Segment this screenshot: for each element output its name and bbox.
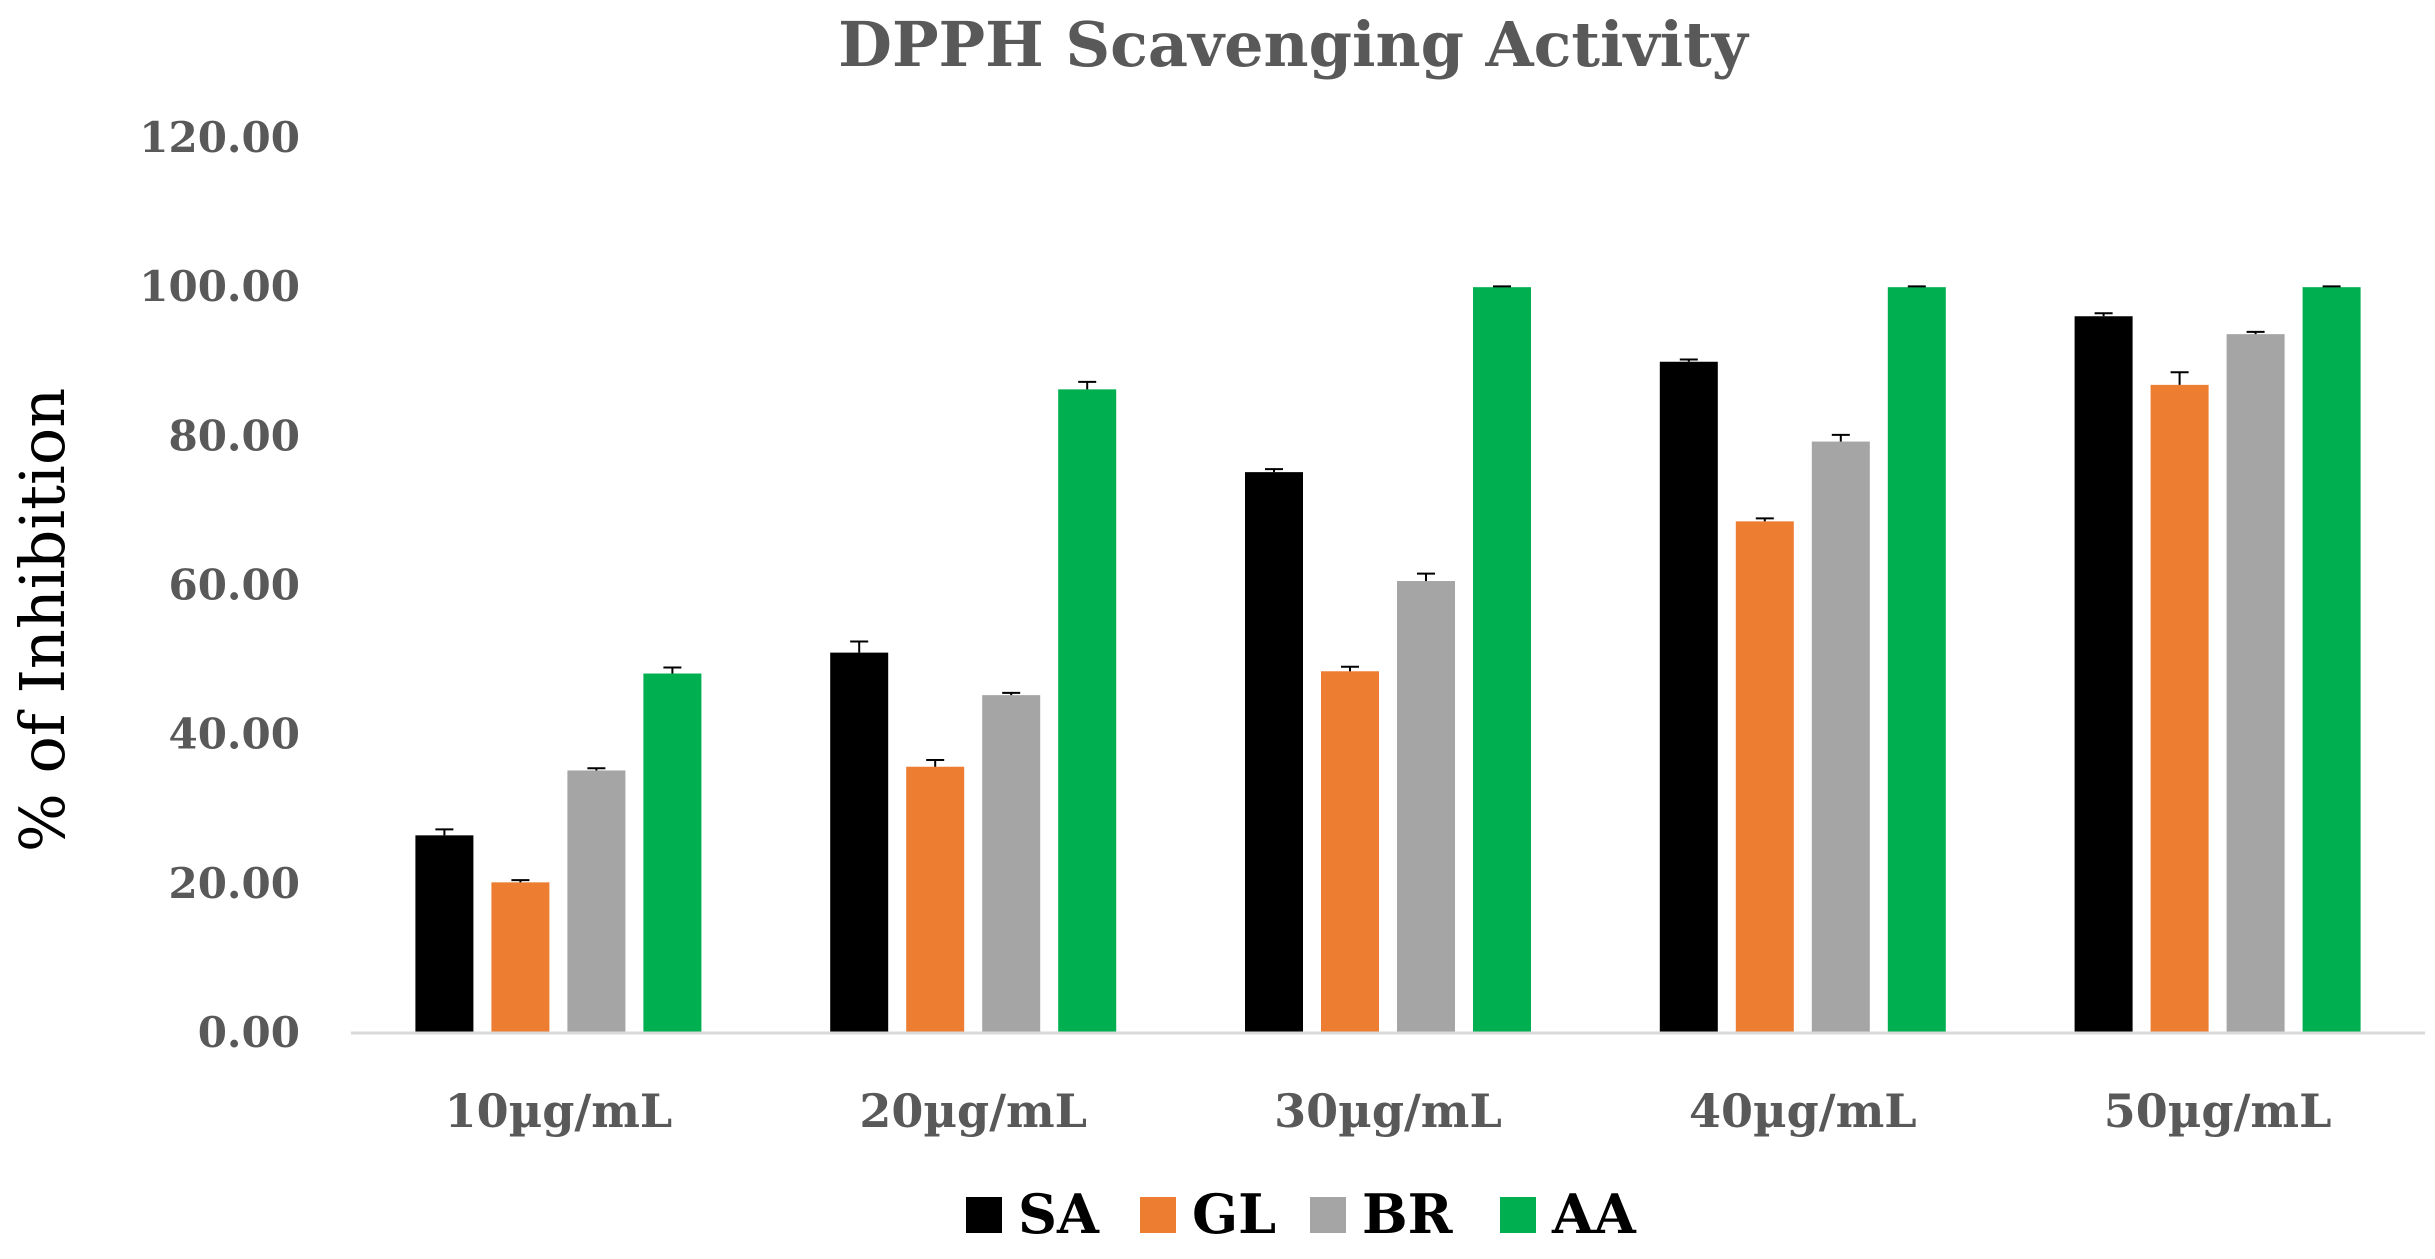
legend-item-aa: AA [1500, 1182, 1637, 1246]
error-bar-gl-3 [1341, 665, 1359, 672]
bar-aa-1 [643, 673, 702, 1033]
error-bar-br-5 [2246, 330, 2265, 335]
x-axis-ticks: 10µg/mL 20µg/mL 30µg/mL 40µg/mL 50µg/mL [445, 1084, 2332, 1138]
y-tick-label: 40.00 [168, 710, 300, 759]
legend-swatch [1500, 1197, 1536, 1233]
legend-swatch [1310, 1197, 1346, 1233]
error-bar-gl-1 [511, 879, 530, 883]
error-bar-aa-3 [1493, 285, 1511, 288]
bar-gl-4 [1735, 521, 1794, 1033]
bar-aa-4 [1887, 287, 1946, 1034]
error-bar-aa-4 [1907, 285, 1926, 288]
y-tick-label: 60.00 [168, 561, 300, 610]
bar-br-3 [1397, 581, 1455, 1033]
error-bar-gl-2 [926, 759, 945, 767]
error-bar-gl-5 [2170, 371, 2189, 385]
legend-label: GL [1192, 1182, 1276, 1246]
error-bar-sa-2 [850, 640, 869, 653]
bar-aa-2 [1058, 389, 1117, 1033]
legend-item-sa: SA [966, 1182, 1100, 1246]
y-tick-label: 80.00 [168, 411, 300, 460]
error-bar-sa-1 [435, 828, 454, 836]
error-bar-gl-4 [1755, 517, 1774, 522]
chart-title: DPPH Scavenging Activity [838, 8, 1750, 81]
error-bar-br-2 [1002, 691, 1021, 696]
legend-label: SA [1018, 1182, 1100, 1246]
bar-sa-4 [1659, 361, 1718, 1033]
bar-gl-2 [906, 766, 965, 1033]
error-bar-br-4 [1831, 433, 1850, 442]
error-bar-sa-4 [1679, 358, 1698, 362]
legend-swatch [1140, 1197, 1176, 1233]
bar-gl-1 [491, 882, 550, 1033]
legend: SA GL BR AA [966, 1182, 1637, 1246]
x-tick-label: 30µg/mL [1274, 1084, 1502, 1138]
y-tick-label: 100.00 [139, 262, 300, 311]
legend-swatch [966, 1197, 1002, 1233]
bar-br-4 [1811, 441, 1870, 1033]
y-axis-label: % of Inhibition [6, 388, 79, 852]
bar-gl-5 [2150, 384, 2209, 1033]
x-tick-label: 40µg/mL [1689, 1084, 1917, 1138]
y-tick-label: 0.00 [198, 1008, 300, 1057]
bars [415, 287, 2361, 1034]
legend-label: AA [1551, 1182, 1637, 1246]
x-tick-label: 50µg/mL [2104, 1084, 2332, 1138]
bar-br-2 [982, 695, 1041, 1033]
bar-br-5 [2226, 334, 2285, 1033]
error-bar-sa-5 [2094, 312, 2113, 317]
bar-sa-3 [1245, 472, 1303, 1034]
bar-aa-3 [1473, 287, 1531, 1034]
y-tick-label: 120.00 [139, 113, 300, 162]
error-bar-aa-2 [1078, 380, 1097, 390]
y-tick-label: 20.00 [168, 859, 300, 908]
error-bar-br-3 [1417, 572, 1435, 582]
legend-item-br: BR [1310, 1182, 1454, 1246]
error-bar-br-1 [587, 767, 606, 771]
bar-br-1 [567, 770, 626, 1033]
y-axis-ticks: 0.00 20.00 40.00 60.00 80.00 100.00 120.00 [139, 113, 300, 1057]
error-bars [435, 285, 2341, 883]
bar-sa-1 [415, 835, 474, 1033]
error-bar-aa-5 [2322, 285, 2341, 288]
legend-item-gl: GL [1140, 1182, 1276, 1246]
error-bar-aa-1 [663, 666, 682, 674]
legend-label: BR [1362, 1182, 1454, 1246]
bar-sa-2 [830, 652, 889, 1033]
x-tick-label: 20µg/mL [859, 1084, 1087, 1138]
error-bar-sa-3 [1265, 468, 1283, 473]
x-tick-label: 10µg/mL [445, 1084, 673, 1138]
bar-gl-3 [1321, 671, 1379, 1033]
bar-aa-5 [2302, 287, 2361, 1034]
bar-sa-5 [2074, 316, 2133, 1034]
